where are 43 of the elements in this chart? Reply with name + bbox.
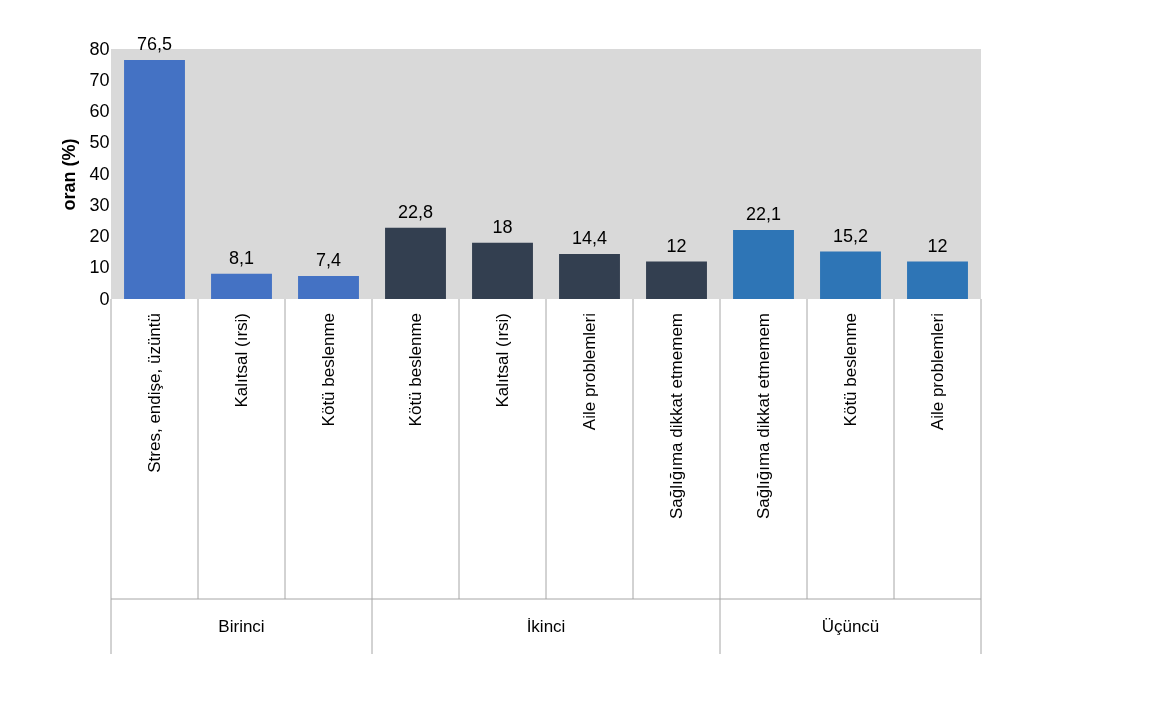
text: Birinci <box>218 617 265 636</box>
x-tick-label: Stres, endişe, üzüntü <box>144 313 164 473</box>
x-tick-label: Sağlığıma dikkat etmemem <box>753 313 773 519</box>
data-label: 22,8 <box>397 201 434 222</box>
data-label: 8,1 <box>228 247 255 268</box>
x-tick-label: Kötü beslenme <box>318 313 338 427</box>
bar <box>820 251 881 299</box>
bar <box>733 229 794 299</box>
data-label: 12 <box>666 235 687 256</box>
x-tick-label: Aile problemleri <box>927 313 947 431</box>
y-tick-label: 0 <box>99 288 110 309</box>
data-label: 7,4 <box>315 249 342 270</box>
bar <box>907 261 968 299</box>
y-axis-title: oran (%) <box>59 138 80 211</box>
text: Üçüncü <box>821 617 880 636</box>
y-tick-label: 40 <box>89 163 110 184</box>
data-label: 18 <box>492 216 513 237</box>
x-tick-label: Aile problemleri <box>579 313 599 431</box>
x-tick-label: Kötü beslenme <box>405 313 425 427</box>
y-tick-label: 70 <box>89 69 110 90</box>
text: İkinci <box>526 617 566 636</box>
data-label: 14,4 <box>571 228 608 248</box>
bar <box>385 227 446 299</box>
bar <box>646 261 707 299</box>
bar <box>124 59 185 299</box>
y-tick-label: 60 <box>89 101 110 121</box>
bar <box>211 273 272 299</box>
y-tick-label: 20 <box>89 226 110 246</box>
data-label: 76,5 <box>136 33 173 54</box>
bar <box>472 242 533 299</box>
bar <box>298 275 359 299</box>
bar <box>559 254 620 299</box>
y-tick-label: 30 <box>89 194 110 215</box>
data-label: 15,2 <box>832 225 869 246</box>
x-tick-label: Sağlığıma dikkat etmemem <box>666 313 686 519</box>
x-tick-label: Kalıtsal (ırsi) <box>231 313 251 408</box>
x-tick-label: Kötü beslenme <box>840 313 860 427</box>
data-label: 12 <box>927 235 948 256</box>
x-tick-label: Kalıtsal (ırsi) <box>492 313 512 408</box>
data-label: 22,1 <box>745 203 782 224</box>
y-tick-label: 10 <box>89 257 110 278</box>
y-tick-label: 50 <box>89 132 110 153</box>
y-tick-label: 80 <box>89 38 110 59</box>
